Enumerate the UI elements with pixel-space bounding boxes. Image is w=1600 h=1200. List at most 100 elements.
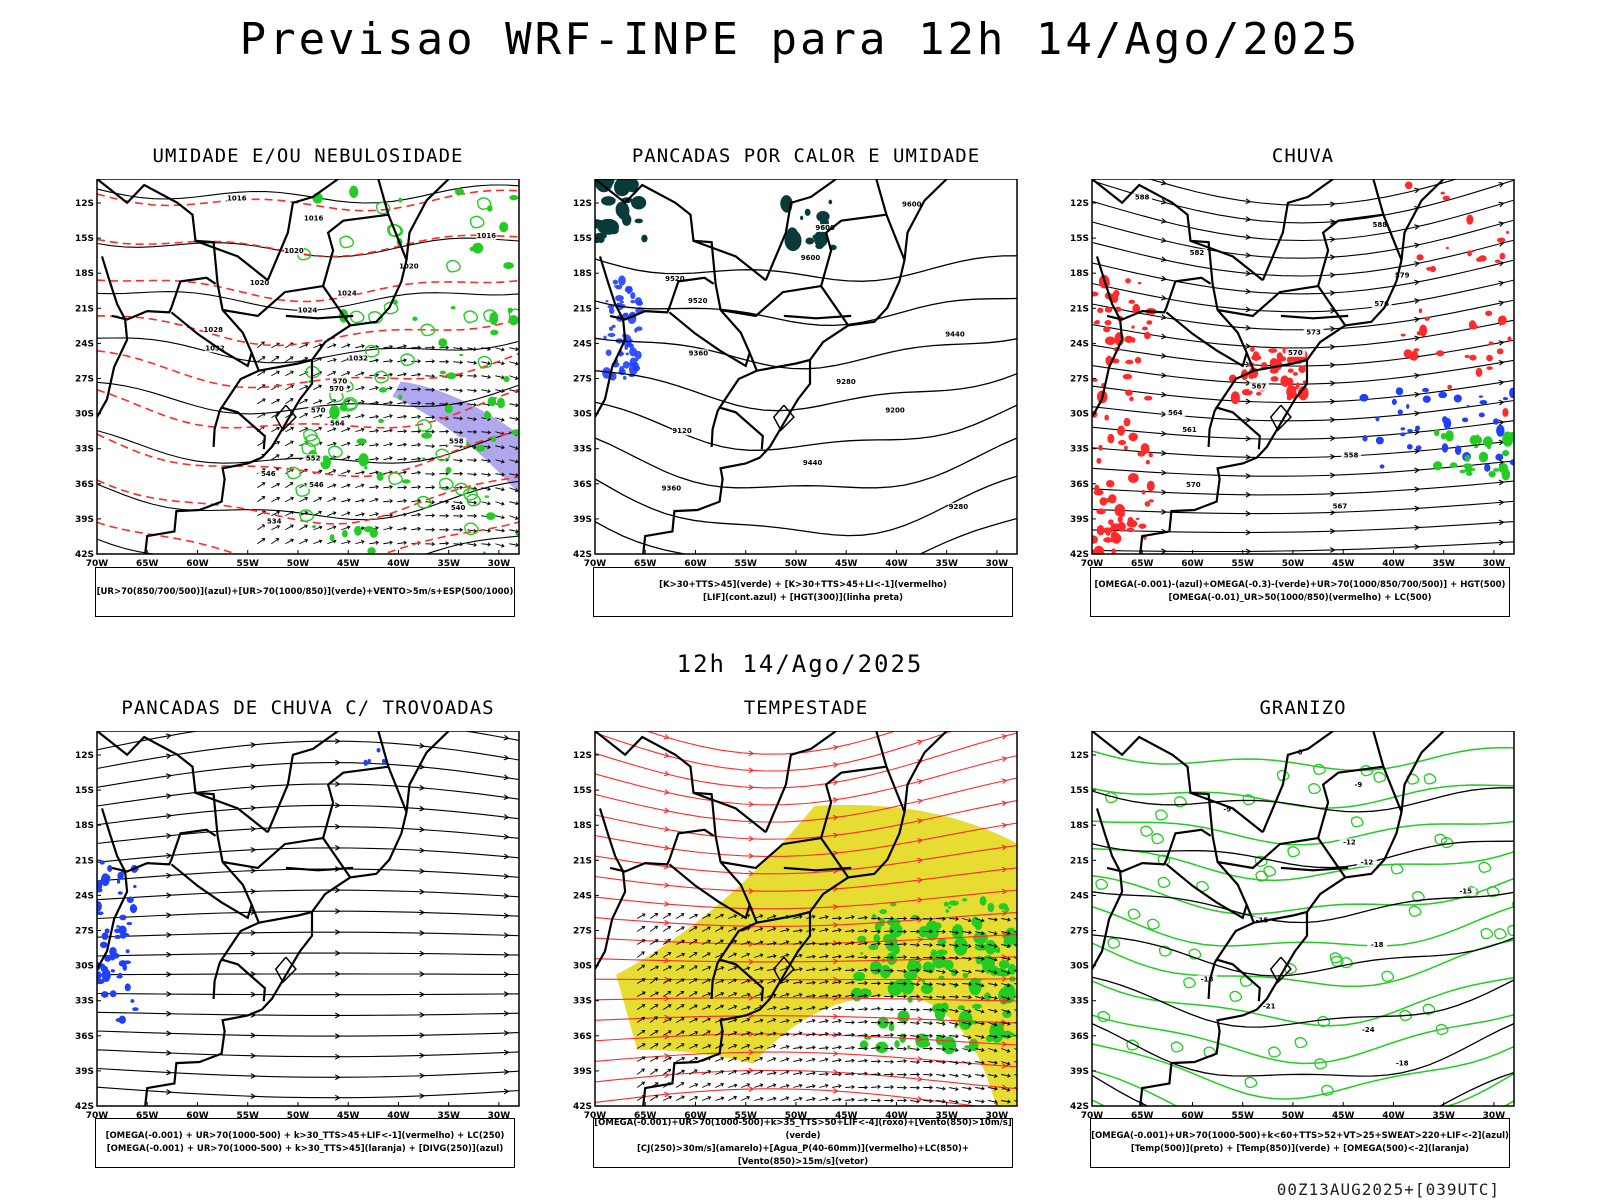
streamline-arrow (419, 826, 426, 833)
wind-vector (649, 1004, 659, 1010)
political-border (595, 256, 627, 418)
streamline-arrow (917, 798, 924, 805)
rain-red (1092, 378, 1098, 382)
x-tick-label: 55W (734, 1111, 757, 1121)
low-humidity-contour (483, 309, 498, 323)
y-tick-label: 15S (573, 234, 592, 244)
temp-850-detail (1155, 809, 1168, 821)
x-tick-label: 70W (584, 1111, 607, 1121)
low-humidity-green (490, 329, 499, 336)
rain-red (1105, 531, 1111, 536)
streamline-arrow (166, 1069, 172, 1076)
wind-vector (884, 916, 894, 921)
contour-label: 9360 (689, 349, 709, 357)
contour-label: 570 (1186, 481, 1201, 489)
streamline-arrow (1001, 778, 1008, 785)
divergence-blue (118, 1015, 126, 1024)
streamline-arrow (503, 1010, 510, 1017)
streamline-arrow (419, 847, 426, 854)
map-fields: 9600960096009520952094409360928092009120… (595, 179, 1017, 554)
x-tick-label: 60W (186, 559, 209, 569)
x-tick-label: 55W (1231, 1111, 1254, 1121)
wind-vector (962, 956, 972, 961)
panel-5-geography (595, 731, 948, 1106)
wind-vector (975, 1073, 985, 1078)
wind-vector (767, 1070, 777, 1076)
height-300 (595, 401, 1017, 451)
wind-vector (962, 981, 972, 987)
wind-vector (910, 942, 920, 948)
wind-vector (988, 1086, 998, 1091)
rain-red (1108, 519, 1114, 525)
contour-label: 567 (1333, 503, 1348, 511)
strong-wind-green (897, 1010, 910, 1023)
rain-red (1496, 348, 1504, 355)
temp-850-detail (1478, 861, 1492, 873)
streamline-arrow (664, 882, 670, 888)
strong-wind-green (989, 1021, 1005, 1043)
wind-vector (975, 931, 985, 936)
y-tick-label: 36S (1070, 1032, 1089, 1042)
streamline-arrow (832, 850, 839, 857)
streamline-arrow (832, 1013, 839, 1020)
streamline (645, 731, 897, 755)
wind-vector (962, 1048, 972, 1053)
political-border (756, 910, 811, 924)
lifted-index-contour (607, 304, 615, 309)
wind-vector (649, 1056, 659, 1062)
wind-vector (383, 400, 394, 405)
wind-vector (910, 1060, 920, 1065)
streamline-arrow (419, 909, 426, 916)
political-border (97, 808, 129, 970)
temp-850 (1092, 939, 1514, 988)
lifted-index-contour (608, 326, 614, 331)
wind-vector (688, 926, 698, 932)
wind-vector (975, 983, 985, 988)
contour-label: 588 (1372, 221, 1387, 229)
wind-vector (675, 1082, 685, 1088)
strong-wind-green (993, 967, 1007, 977)
streamline-arrow (503, 971, 510, 978)
streamline (97, 952, 519, 957)
rain-red (1092, 291, 1099, 297)
wind-vector (1001, 1061, 1011, 1066)
streamline-arrow (1498, 399, 1505, 406)
streamline (97, 973, 519, 976)
strong-wind-green (953, 937, 968, 956)
isobar (97, 184, 519, 204)
wind-vector (453, 416, 464, 421)
divergence-blue (97, 901, 102, 912)
y-tick-label: 18S (75, 821, 94, 831)
wind-vector (453, 513, 464, 519)
y-tick-label: 18S (1070, 821, 1089, 831)
y-tick-label: 18S (573, 269, 592, 279)
rain-red (1111, 548, 1117, 554)
strong-wind-green (973, 931, 988, 945)
low-humidity-green (378, 418, 384, 424)
strong-wind-green (868, 944, 879, 951)
streamline-arrow (166, 951, 172, 958)
wind-vector (871, 941, 881, 946)
political-border (720, 284, 850, 327)
x-tick-label: 35W (1432, 559, 1455, 569)
political-border (322, 213, 408, 287)
rain-red (1128, 299, 1136, 304)
low-humidity-contour (339, 235, 355, 249)
wind-vector (689, 1030, 699, 1036)
wind-vector (676, 952, 686, 958)
wind-vector (988, 970, 998, 975)
wind-vector (467, 429, 478, 434)
wind-vector (327, 539, 337, 545)
wind-vector (649, 977, 658, 984)
lifted-index-contour (607, 332, 616, 337)
political-border (1106, 828, 1212, 873)
wind-vector (832, 1018, 842, 1023)
map-frame (96, 179, 520, 555)
streamline-arrow (250, 805, 257, 811)
streamline-arrow (1414, 316, 1421, 323)
temp-850-detail (1183, 977, 1196, 989)
streamline-arrow (1414, 279, 1421, 286)
streamline-arrow (1001, 932, 1008, 939)
streamline-arrow (1001, 866, 1008, 873)
contour-label: 582 (1190, 249, 1205, 257)
